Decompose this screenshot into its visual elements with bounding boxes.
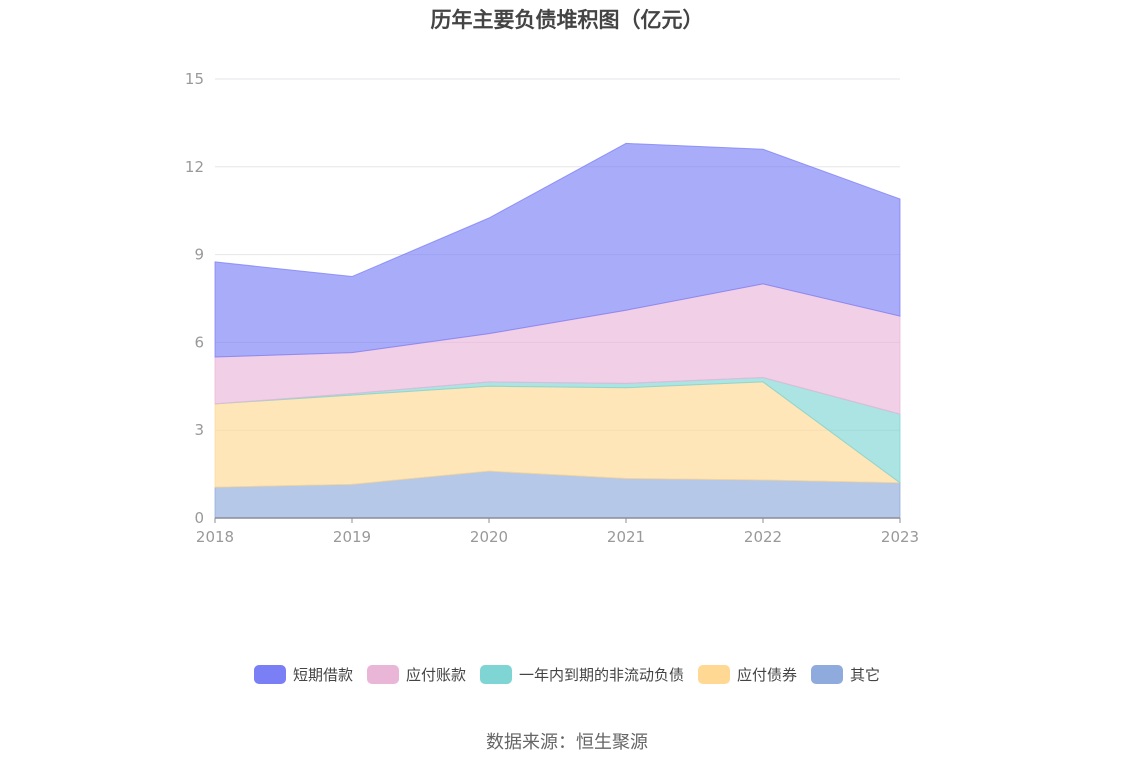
y-tick-label: 15 [185,70,204,88]
legend-label: 应付债券 [737,666,798,684]
y-tick-label: 0 [194,509,204,527]
legend-swatch [366,665,399,684]
x-tick-label: 2018 [196,528,234,546]
area-series-4 [214,142,901,358]
x-tick-label: 2023 [881,528,919,546]
y-tick-label: 3 [194,421,204,439]
legend-swatch [479,665,512,684]
data-source: 数据来源：恒生聚源 [486,732,648,753]
legend-label: 短期借款 [292,666,353,684]
x-tick-label: 2020 [470,528,508,546]
legend-item[interactable]: 其它 [811,664,880,685]
legend-label: 一年内到期的非流动负债 [518,666,684,684]
legend-item[interactable]: 一年内到期的非流动负债 [479,664,684,685]
legend-swatch [811,665,844,684]
chart-title: 历年主要负债堆积图（亿元） [430,8,704,32]
legend: 短期借款 应付账款 一年内到期的非流动负债 应付债券 其它 [0,664,1134,685]
legend-item[interactable]: 应付账款 [366,664,466,685]
legend-item[interactable]: 短期借款 [253,664,353,685]
legend-item[interactable]: 应付债券 [698,664,797,685]
y-axis-labels: 0 3 6 9 12 15 [185,70,204,527]
area-series [214,142,902,519]
y-tick-label: 6 [194,333,204,351]
legend-label: 其它 [850,666,881,684]
legend-swatch [253,665,286,684]
x-tick-label: 2021 [607,528,645,546]
y-tick-label: 12 [185,158,204,176]
x-tick-label: 2022 [744,528,782,546]
x-axis [214,517,901,523]
y-tick-label: 9 [194,246,204,264]
legend-label: 应付账款 [405,666,466,684]
legend-swatch [698,665,730,684]
x-axis-labels: 2018 2019 2020 2021 2022 2023 [196,528,919,546]
x-tick-label: 2019 [333,528,371,546]
